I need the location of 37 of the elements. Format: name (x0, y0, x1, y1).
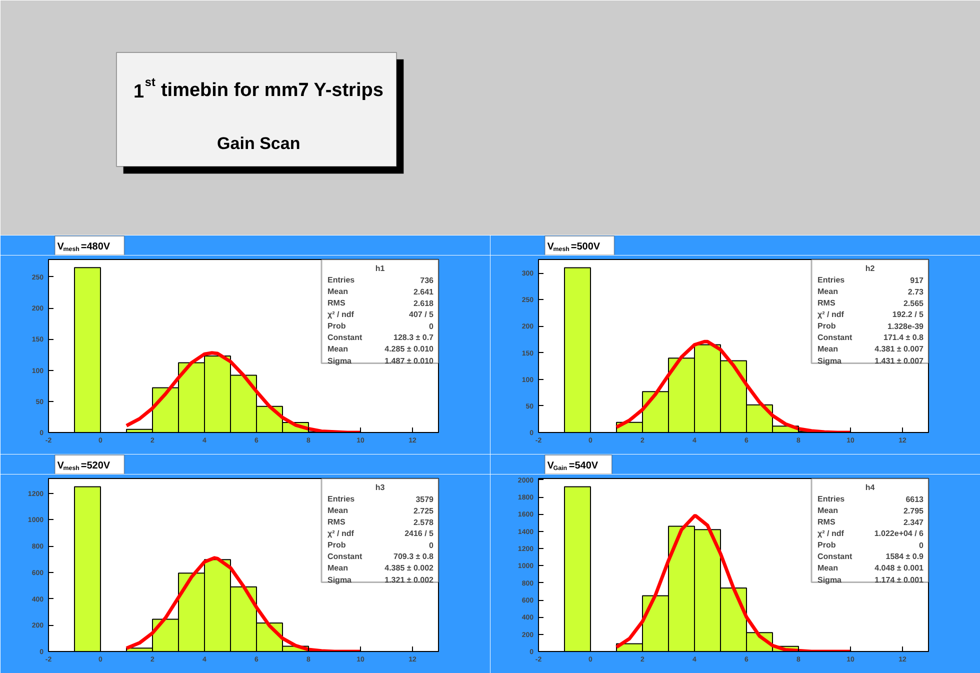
text: RMS 2.618 (328, 298, 434, 308)
text: Mean 4.381 ± 0.007 (818, 344, 924, 354)
text: χ² / ndf 2416 / 5 (328, 529, 434, 538)
text: Mean 2.725 (328, 506, 434, 516)
text: Sigma 1.174 ± 0.001 (818, 575, 924, 584)
text: χ² / ndf 407 / 5 (328, 310, 434, 320)
text: Mean 4.048 ± 0.001 (818, 564, 924, 573)
text: Sigma 1.321 ± 0.002 (328, 575, 434, 584)
text: RMS 2.565 (818, 298, 924, 308)
text: Constant 1584 ± 0.9 (818, 552, 924, 562)
text: Entries 917 (818, 276, 924, 286)
text: Constant 171.4 ± 0.8 (818, 333, 924, 342)
text: χ² / ndf 1.022e+04 / 6 (818, 529, 924, 538)
text: Mean 4.385 ± 0.002 (328, 564, 434, 573)
text: Mean 2.73 (818, 287, 924, 297)
text: Entries 3579 (328, 494, 434, 504)
text: Mean 2.641 (328, 287, 434, 297)
annotation: h2 (865, 264, 876, 273)
text: Gain Scan (217, 134, 300, 153)
text: Prob 0 (818, 540, 924, 550)
text: Prob 0 (328, 322, 434, 332)
annotation: h1 (375, 264, 386, 273)
text: Mean 4.285 ± 0.010 (328, 344, 434, 354)
annotation: h3 (375, 482, 386, 492)
text: RMS 2.578 (328, 518, 434, 528)
text: Sigma 1.431 ± 0.007 (818, 356, 924, 366)
annotation: h4 (865, 482, 876, 492)
text: Entries 736 (328, 276, 434, 286)
text: Prob 0 (328, 540, 434, 550)
text: Sigma 1.487 ± 0.010 (328, 356, 434, 366)
text: RMS 2.347 (818, 518, 924, 528)
text: Mean 2.795 (818, 506, 924, 516)
text: Prob 1.328e-39 (818, 322, 924, 332)
text: χ² / ndf 192.2 / 5 (818, 310, 924, 320)
text: Entries 6613 (818, 494, 924, 504)
text: Constant 709.3 ± 0.8 (328, 552, 434, 562)
text: Constant 128.3 ± 0.7 (328, 333, 434, 342)
